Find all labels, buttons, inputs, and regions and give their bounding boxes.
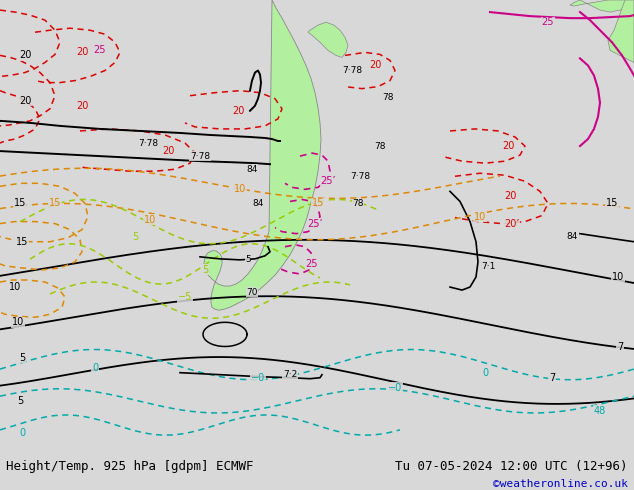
Text: 0: 0 — [92, 363, 98, 372]
Text: 5: 5 — [132, 232, 138, 242]
Text: 10: 10 — [9, 282, 21, 292]
Text: 20’: 20’ — [504, 219, 520, 229]
Text: Tu 07-05-2024 12:00 UTC (12+96): Tu 07-05-2024 12:00 UTC (12+96) — [395, 460, 628, 473]
Text: −0: −0 — [388, 383, 402, 393]
Text: 25’: 25’ — [307, 219, 323, 229]
Text: 7·78: 7·78 — [138, 139, 158, 147]
Text: ©weatheronline.co.uk: ©weatheronline.co.uk — [493, 480, 628, 490]
Text: 10: 10 — [144, 215, 156, 224]
Text: 20: 20 — [504, 192, 516, 201]
Text: 20: 20 — [19, 50, 31, 60]
Text: 0: 0 — [482, 368, 488, 378]
Text: −5: −5 — [178, 292, 192, 302]
Text: 70: 70 — [246, 288, 258, 296]
Text: 5: 5 — [19, 353, 25, 363]
Text: 7·78: 7·78 — [342, 66, 362, 75]
Text: 48: 48 — [594, 406, 606, 416]
Text: 84: 84 — [247, 165, 257, 174]
Text: 84: 84 — [252, 199, 264, 208]
Polygon shape — [570, 0, 634, 12]
Text: 25: 25 — [94, 46, 107, 55]
Text: 78: 78 — [353, 199, 364, 208]
Text: 20: 20 — [502, 141, 514, 151]
Text: 20: 20 — [232, 106, 244, 116]
Text: 20: 20 — [76, 101, 88, 111]
Text: −0: −0 — [251, 373, 265, 383]
Text: 5: 5 — [202, 265, 208, 275]
Text: 20: 20 — [162, 146, 174, 156]
Polygon shape — [308, 22, 348, 57]
Text: 15: 15 — [49, 198, 61, 208]
Text: 20: 20 — [76, 48, 88, 57]
Polygon shape — [608, 0, 634, 62]
Text: 25: 25 — [541, 17, 554, 27]
Text: 7·2: 7·2 — [283, 370, 297, 379]
Text: 7: 7 — [549, 373, 555, 383]
Text: 7·1: 7·1 — [481, 263, 495, 271]
Text: 78: 78 — [374, 142, 385, 150]
Text: 5: 5 — [17, 396, 23, 406]
Text: 25’: 25’ — [320, 176, 336, 186]
Text: 78: 78 — [382, 93, 394, 102]
Text: 7·78: 7·78 — [190, 151, 210, 161]
Text: 10: 10 — [12, 318, 24, 327]
Text: 5: 5 — [245, 255, 251, 265]
Text: 15: 15 — [14, 198, 26, 208]
Text: 15: 15 — [312, 198, 324, 208]
Text: 7·78: 7·78 — [350, 172, 370, 181]
Text: 15: 15 — [16, 237, 28, 247]
Text: Height/Temp. 925 hPa [gdpm] ECMWF: Height/Temp. 925 hPa [gdpm] ECMWF — [6, 460, 254, 473]
Text: 84: 84 — [566, 232, 578, 241]
Text: 20: 20 — [369, 60, 381, 71]
Text: 15: 15 — [606, 198, 618, 208]
Text: 10: 10 — [234, 184, 246, 195]
Text: 20: 20 — [19, 96, 31, 106]
Text: 0: 0 — [19, 428, 25, 438]
Text: 7: 7 — [617, 343, 623, 352]
Text: 25: 25 — [306, 259, 318, 269]
Text: 10: 10 — [474, 212, 486, 221]
Polygon shape — [204, 0, 321, 310]
Text: 10: 10 — [612, 272, 624, 282]
